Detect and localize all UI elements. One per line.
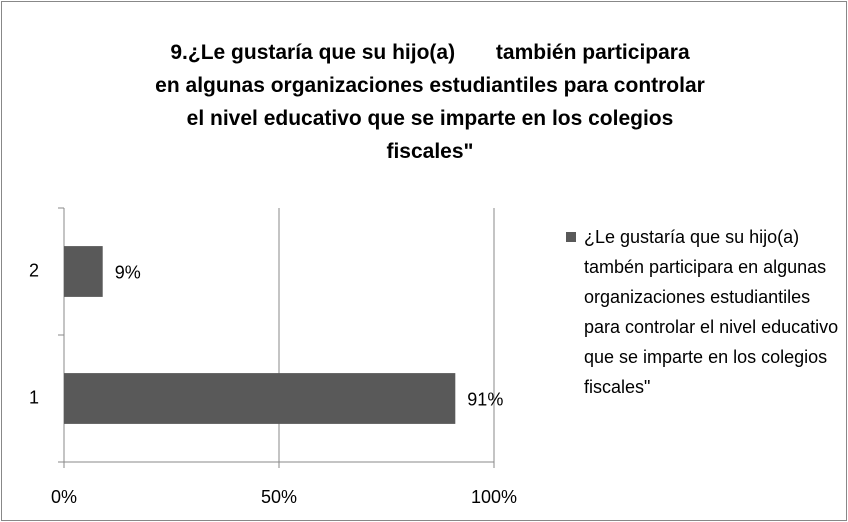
data-label: 9% [115, 262, 141, 282]
bar [64, 373, 456, 424]
y-tick-label: 2 [29, 260, 39, 280]
x-tick-label: 100% [471, 487, 517, 507]
y-tick-label: 1 [29, 387, 39, 407]
chart-title: 9.¿Le gustaría que su hijo(a) también pa… [155, 41, 705, 163]
legend-label: ¿Le gustaría que su hijo(a) tambén parti… [584, 227, 844, 397]
legend-swatch [566, 232, 576, 242]
bar [64, 246, 103, 297]
data-label: 91% [467, 389, 503, 409]
x-tick-label: 50% [261, 487, 297, 507]
x-tick-label: 0% [51, 487, 77, 507]
